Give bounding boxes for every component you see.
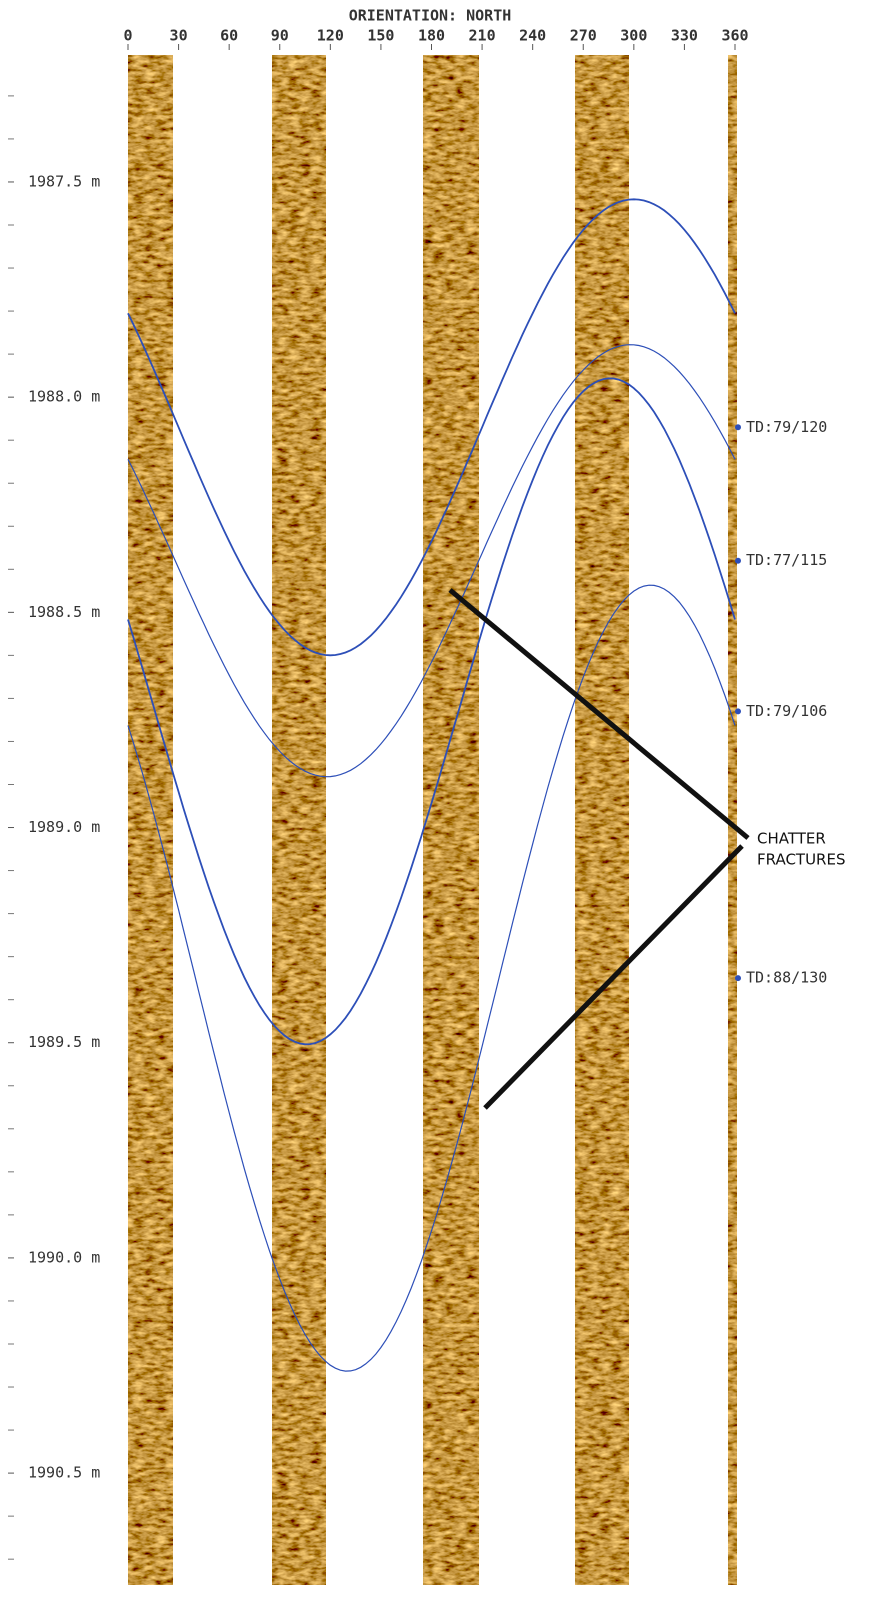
image-pad (575, 55, 629, 1585)
image-pads (128, 55, 737, 1585)
x-tick-label: 30 (170, 27, 188, 45)
x-tick-label: 0 (123, 27, 132, 45)
x-tick-label: 330 (671, 27, 698, 45)
fracture-label: TD:79/106 (746, 702, 827, 720)
annotation: CHATTER (757, 830, 826, 848)
fracture-marker (735, 708, 741, 714)
x-tick-label: 180 (418, 27, 445, 45)
x-tick-label: 270 (570, 27, 597, 45)
x-tick-label: 150 (367, 27, 394, 45)
x-tick-label: 60 (220, 27, 238, 45)
chart-title: ORIENTATION: NORTH (349, 7, 512, 25)
x-tick-label: 360 (721, 27, 748, 45)
y-tick-label: 1988.5 m (28, 603, 100, 621)
y-tick-label: 1987.5 m (28, 172, 100, 190)
fracture-marker (735, 558, 741, 564)
fracture-marker (735, 975, 741, 981)
y-tick-label: 1990.5 m (28, 1464, 100, 1482)
x-tick-label: 90 (271, 27, 289, 45)
image-pad (128, 55, 173, 1585)
chart: ORIENTATION: NORTH 0 30 60 90 120 150 180 210 24… (0, 0, 882, 1615)
y-tick-label: 1989.5 m (28, 1033, 100, 1051)
x-tick-label: 210 (469, 27, 496, 45)
y-tick-label: 1988.0 m (28, 388, 100, 406)
fracture-marker (735, 424, 741, 430)
fracture-label: TD:88/130 (746, 969, 827, 987)
fracture-label: TD:77/115 (746, 551, 827, 569)
image-pad (272, 55, 326, 1585)
image-pad (423, 55, 479, 1585)
y-tick-label: 1989.0 m (28, 818, 100, 836)
y-tick-label: 1990.0 m (28, 1248, 100, 1266)
x-tick-label: 240 (519, 27, 546, 45)
annotation: FRACTURES (757, 851, 845, 869)
x-tick-label: 120 (317, 27, 344, 45)
x-tick-label: 300 (620, 27, 647, 45)
fracture-label: TD:79/120 (746, 418, 827, 436)
